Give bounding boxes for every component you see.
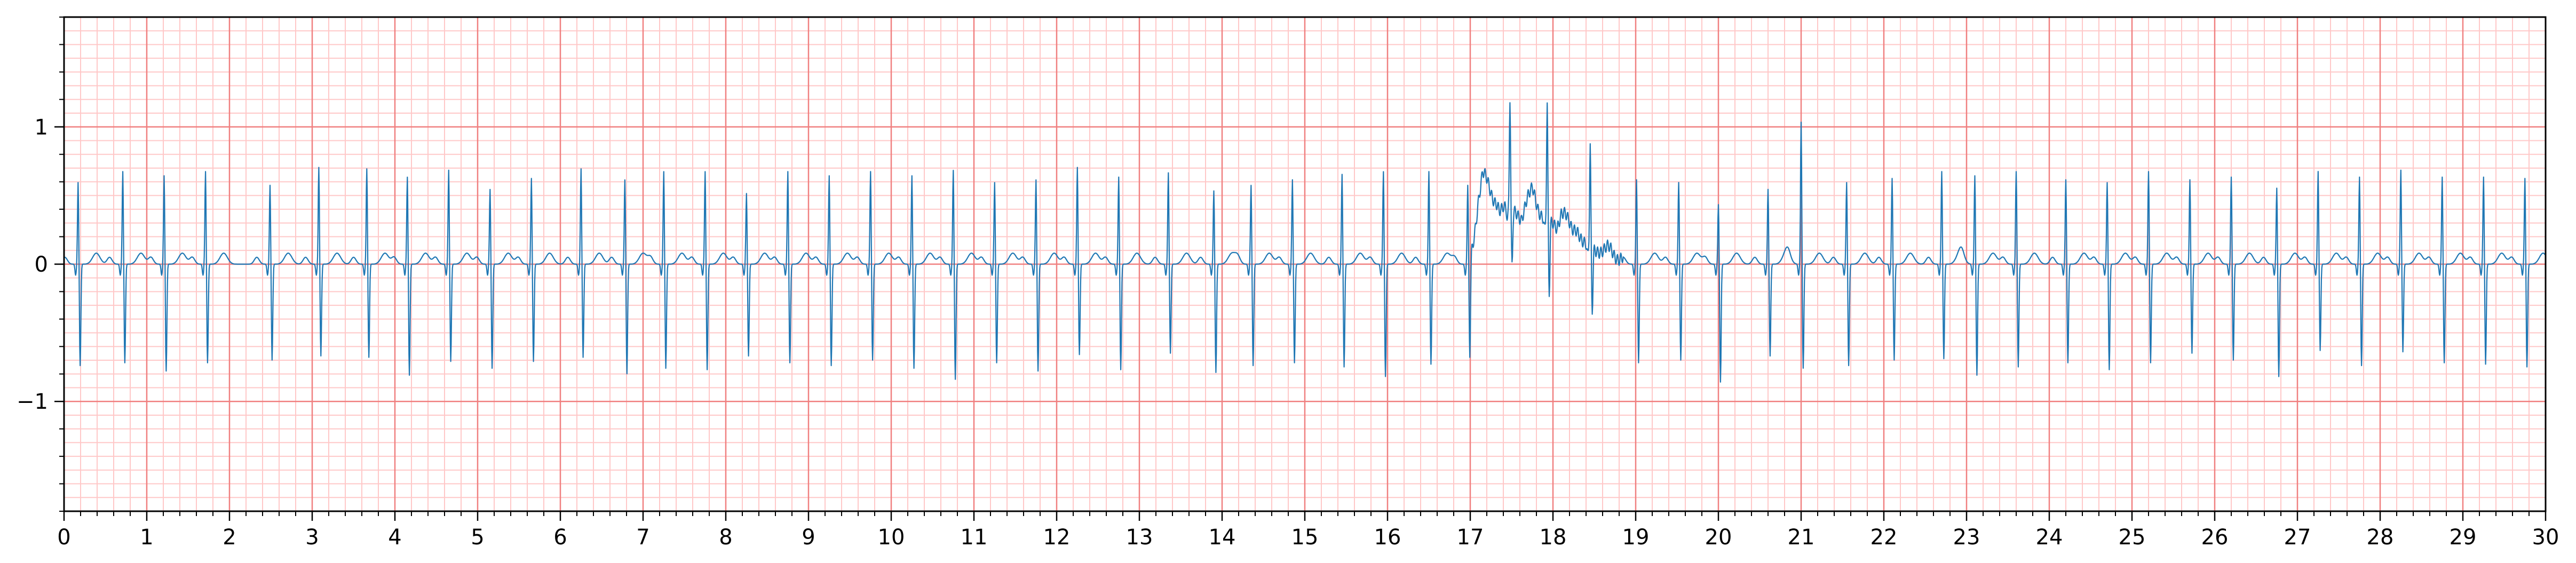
x-tick-label: 12 <box>1043 525 1071 550</box>
x-tick-label: 4 <box>388 525 401 550</box>
y-tick-label: −1 <box>17 390 48 414</box>
x-tick-label: 23 <box>1953 525 1980 550</box>
x-tick-label: 25 <box>2119 525 2146 550</box>
x-tick-label: 14 <box>1209 525 1236 550</box>
x-tick-label: 8 <box>719 525 732 550</box>
x-tick-label: 0 <box>57 525 70 550</box>
x-tick-label: 30 <box>2532 525 2559 550</box>
x-tick-label: 20 <box>1705 525 1732 550</box>
x-tick-label: 13 <box>1126 525 1153 550</box>
x-tick-label: 11 <box>961 525 988 550</box>
x-tick-label: 26 <box>2201 525 2229 550</box>
x-tick-label: 21 <box>1788 525 1815 550</box>
x-tick-label: 3 <box>305 525 319 550</box>
y-tick-label: 1 <box>35 115 48 140</box>
ecg-signal <box>64 102 2546 383</box>
x-tick-label: 1 <box>140 525 153 550</box>
x-tick-label: 28 <box>2367 525 2394 550</box>
x-tick-label: 17 <box>1457 525 1484 550</box>
x-tick-label: 10 <box>878 525 905 550</box>
x-tick-label: 7 <box>636 525 649 550</box>
x-tick-label: 19 <box>1622 525 1650 550</box>
y-tick-label: 0 <box>35 252 48 277</box>
x-tick-label: 15 <box>1291 525 1319 550</box>
x-axis: 0 1 2 3 4 5 6 7 8 9 10 11 12 13 14 15 16 17 18 19 20 21 22 23 24… <box>57 511 2559 550</box>
x-tick-label: 27 <box>2284 525 2311 550</box>
x-tick-label: 24 <box>2036 525 2063 550</box>
x-tick-label: 22 <box>1870 525 1898 550</box>
x-tick-label: 9 <box>802 525 815 550</box>
x-tick-label: 2 <box>223 525 236 550</box>
y-axis: −1 0 1 <box>17 17 64 512</box>
x-tick-label: 6 <box>553 525 567 550</box>
x-tick-label: 16 <box>1374 525 1401 550</box>
x-tick-label: 29 <box>2450 525 2477 550</box>
x-tick-label: 5 <box>471 525 484 550</box>
x-tick-label: 18 <box>1540 525 1567 550</box>
ecg-series-line <box>64 102 2546 383</box>
